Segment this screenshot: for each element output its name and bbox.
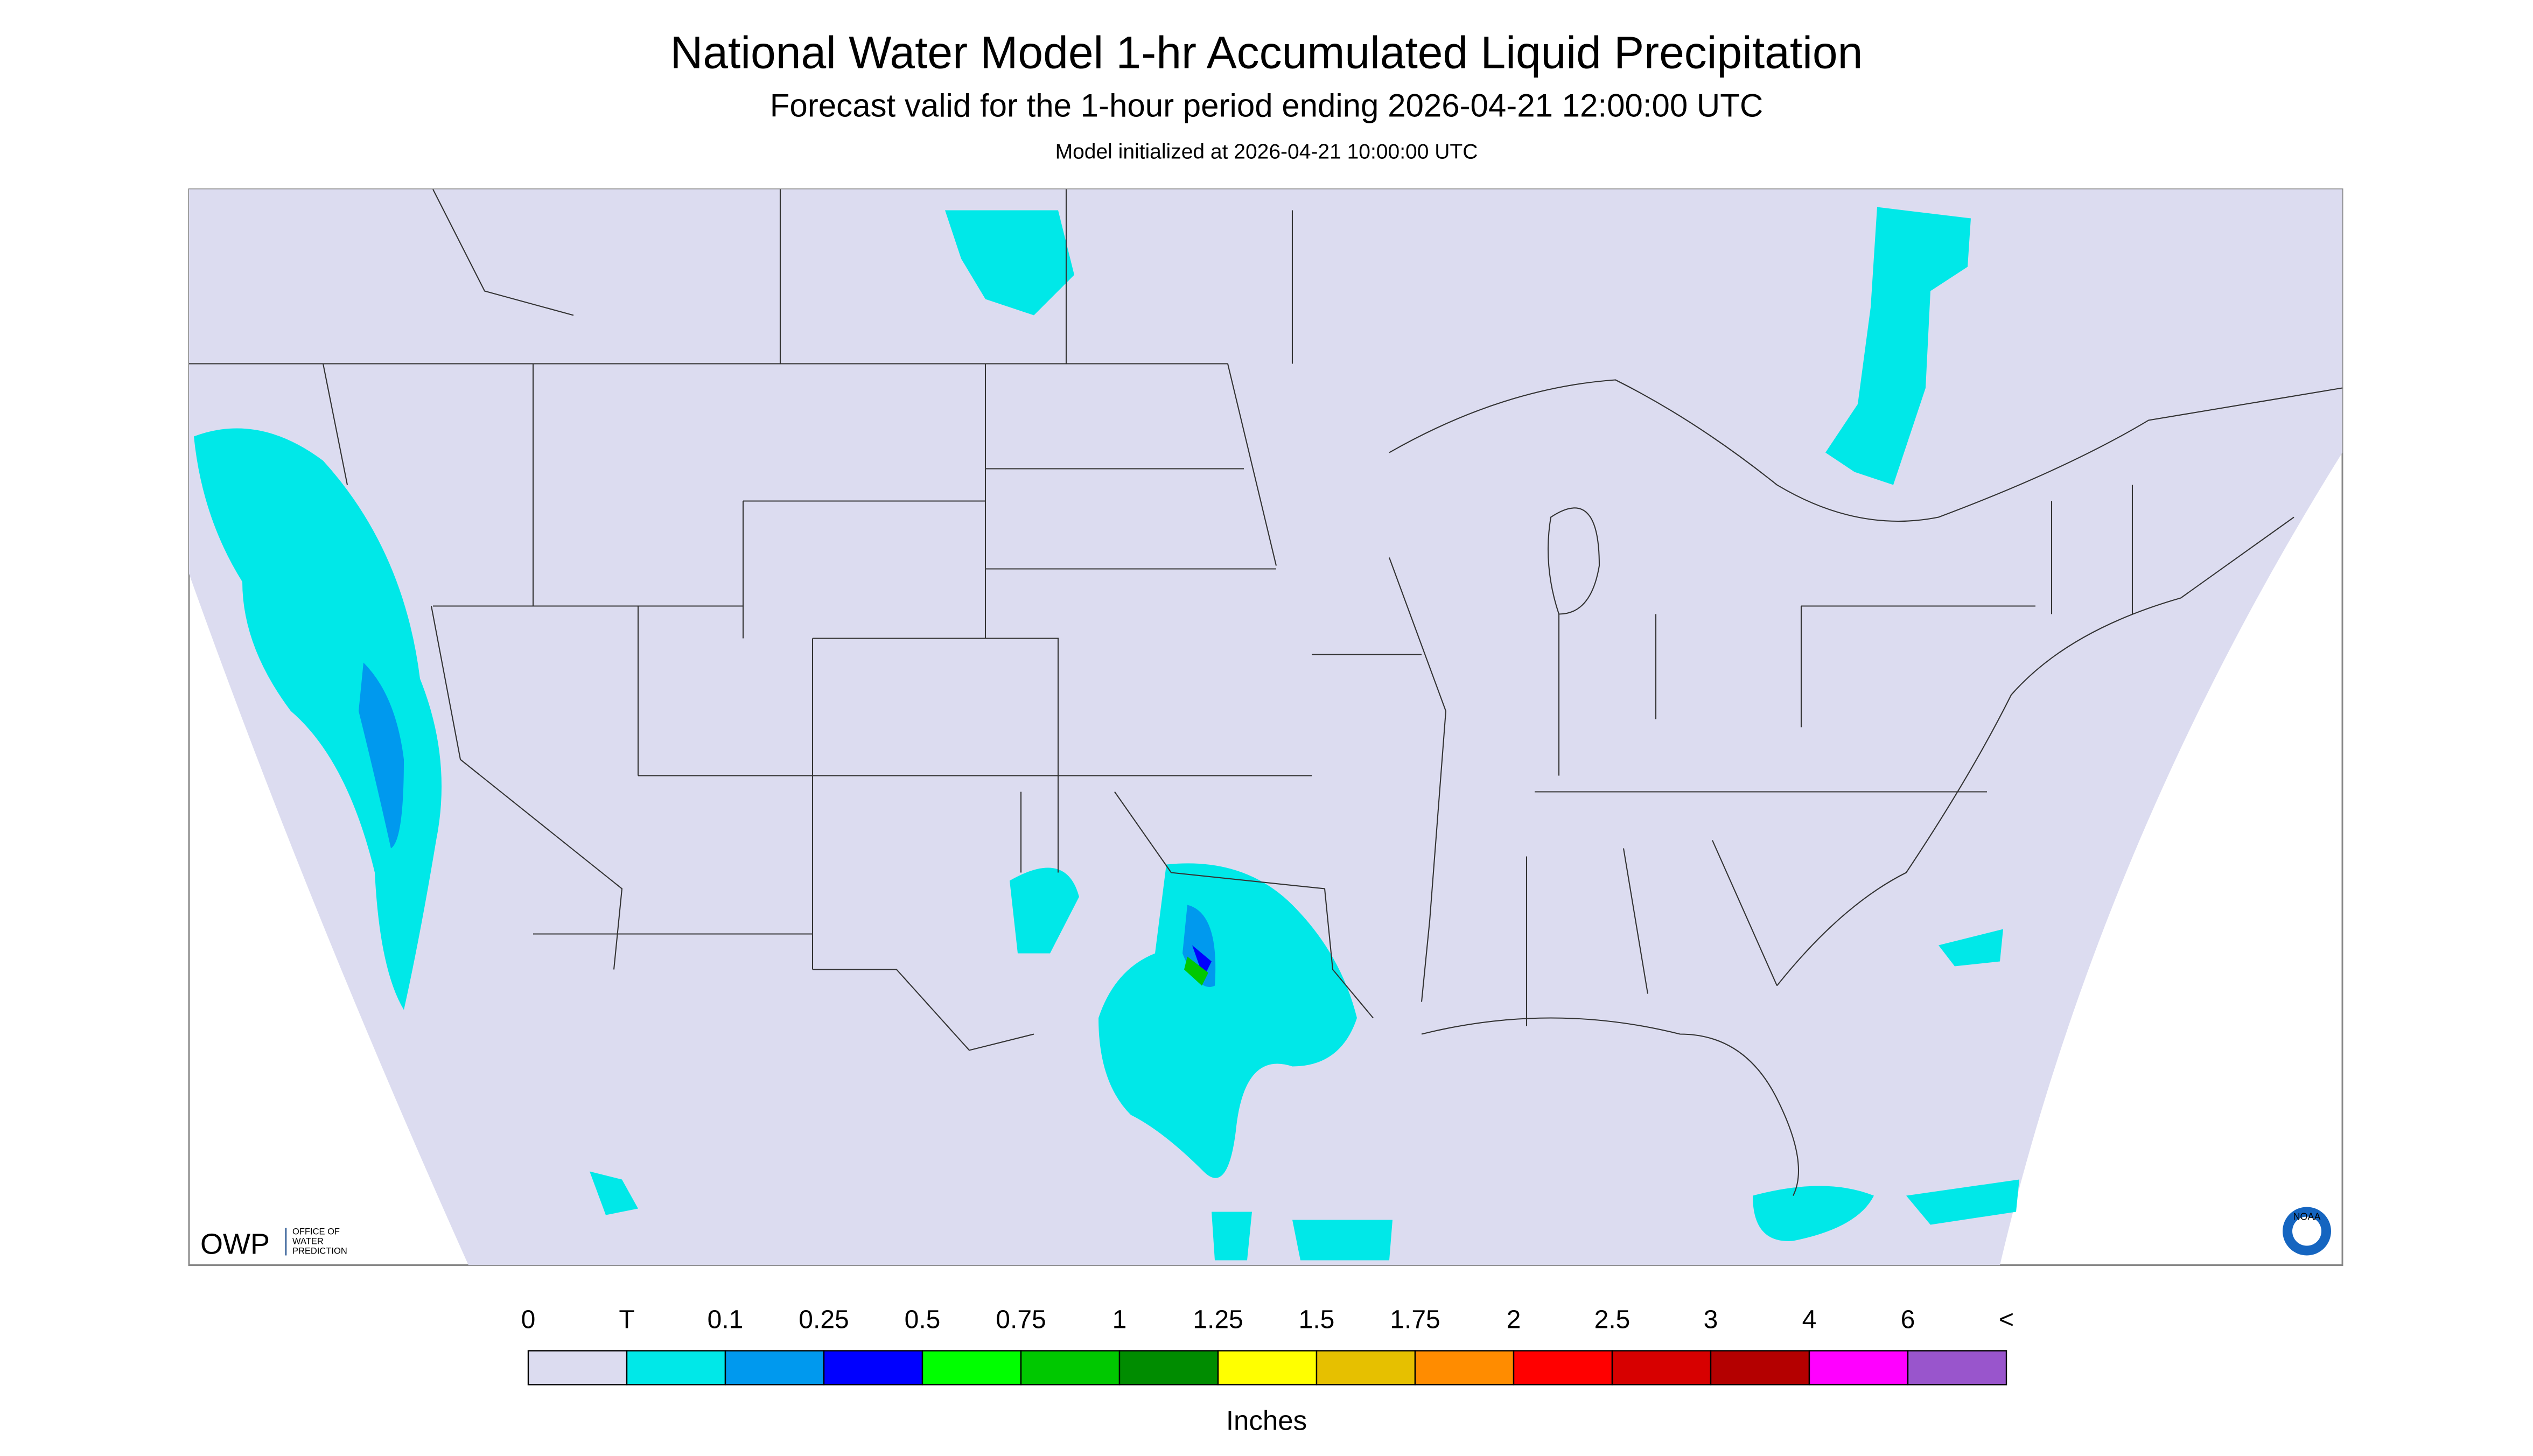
legend-swatch [1217, 1350, 1318, 1385]
legend-swatch [1414, 1350, 1515, 1385]
legend-swatch [1316, 1350, 1416, 1385]
init-note: Model initialized at 2026-04-21 10:00:00… [1055, 141, 1478, 164]
legend-label: 2 [1507, 1306, 1521, 1334]
legend-swatch [1808, 1350, 1909, 1385]
legend-swatch [626, 1350, 726, 1385]
legend-swatch [527, 1350, 628, 1385]
legend-label: 1.5 [1299, 1306, 1335, 1334]
legend-swatch [1611, 1350, 1712, 1385]
legend-unit: Inches [1226, 1405, 1307, 1436]
precipitation [194, 207, 2019, 1261]
noaa-logo-text: NOAA [2293, 1212, 2320, 1222]
legend-label: 1.25 [1193, 1306, 1243, 1334]
noaa-logo: NOAA [2283, 1207, 2331, 1256]
legend-swatch [921, 1350, 1022, 1385]
legend-swatch [1907, 1350, 2007, 1385]
model-domain [189, 189, 2342, 1265]
legend-label: 4 [1802, 1306, 1817, 1334]
legend: 0 T 0.1 0.25 0.5 0.75 1 1.25 1.5 1.75 2 2.5 3 4 6 < [521, 1306, 2014, 1385]
owp-logo-line: PREDICTION [292, 1247, 347, 1256]
title: National Water Model 1-hr Accumulated Li… [670, 27, 1863, 78]
map [188, 188, 2343, 1266]
boundaries [189, 189, 2343, 1196]
legend-label: 0.1 [708, 1306, 744, 1334]
owp-logo-line: OFFICE OF [292, 1227, 340, 1237]
legend-label: 6 [1901, 1306, 1915, 1334]
legend-swatch [724, 1350, 825, 1385]
legend-swatch [1513, 1350, 1613, 1385]
owp-logo-mark: OWP [200, 1228, 270, 1261]
legend-label: T [619, 1306, 634, 1334]
legend-swatch [1118, 1350, 1219, 1385]
legend-swatch [1710, 1350, 1810, 1385]
legend-label: 1.75 [1390, 1306, 1440, 1334]
legend-swatch [823, 1350, 923, 1385]
legend-label: 0.75 [996, 1306, 1046, 1334]
legend-label: 0 [521, 1306, 536, 1334]
subtitle: Forecast valid for the 1-hour period end… [770, 88, 1763, 124]
owp-logo-line: WATER [292, 1237, 324, 1247]
legend-label: 1 [1112, 1306, 1127, 1334]
legend-label: < [1999, 1306, 2014, 1334]
legend-swatch [1020, 1350, 1121, 1385]
legend-label: 0.5 [905, 1306, 941, 1334]
legend-label: 3 [1704, 1306, 1718, 1334]
legend-label: 2.5 [1594, 1306, 1631, 1334]
legend-label: 0.25 [799, 1306, 849, 1334]
